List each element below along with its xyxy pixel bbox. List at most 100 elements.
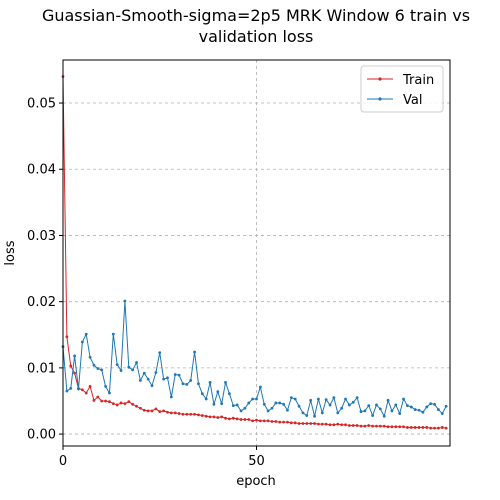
data-point-val <box>359 410 363 413</box>
data-point-train <box>239 418 243 421</box>
data-point-train <box>425 426 429 429</box>
legend-val-label: Val <box>403 93 422 108</box>
data-point-val <box>65 389 69 393</box>
data-point-train <box>197 413 200 417</box>
data-point-train <box>266 419 270 423</box>
data-point-val <box>69 387 73 390</box>
x-tick-label: 50 <box>248 454 265 469</box>
data-point-val <box>347 403 351 407</box>
data-point-val <box>173 373 177 376</box>
data-point-train <box>413 426 417 429</box>
data-point-train <box>96 395 100 399</box>
data-point-train <box>92 398 96 402</box>
data-point-train <box>313 422 316 425</box>
data-point-val <box>142 371 146 375</box>
data-point-val <box>216 390 220 394</box>
data-point-val <box>262 402 266 406</box>
data-point-train <box>355 424 359 427</box>
data-point-train <box>282 420 285 424</box>
data-point-val <box>363 409 367 413</box>
data-point-train <box>359 424 363 428</box>
data-point-train <box>73 371 77 375</box>
data-point-train <box>169 411 173 415</box>
series-val <box>61 299 448 418</box>
data-point-val <box>289 396 293 400</box>
data-point-train <box>127 400 131 404</box>
data-point-train <box>274 420 278 423</box>
data-point-train <box>228 417 231 421</box>
data-point-val <box>355 396 359 400</box>
data-point-val <box>270 406 274 410</box>
data-point-val <box>367 404 371 408</box>
data-point-train <box>224 416 227 420</box>
data-point-val <box>371 414 374 417</box>
data-point-train <box>328 423 332 427</box>
data-point-train <box>406 426 409 429</box>
data-point-train <box>390 425 394 429</box>
legend-val-marker <box>378 97 382 101</box>
data-point-val <box>158 351 162 355</box>
data-point-train <box>394 425 398 429</box>
data-point-train <box>200 414 204 417</box>
data-point-val <box>336 411 340 415</box>
data-point-val <box>154 371 158 374</box>
data-point-val <box>166 376 169 380</box>
data-point-train <box>382 424 386 428</box>
data-point-train <box>131 402 135 406</box>
data-point-train <box>293 421 297 425</box>
data-point-val <box>375 403 378 407</box>
data-point-val <box>123 299 127 303</box>
chart-title: Guassian-Smooth-sigma=2p5 MRK Window 6 t… <box>42 6 470 46</box>
data-point-val <box>255 397 258 401</box>
data-point-val <box>293 397 297 401</box>
chart-title-line-1: Guassian-Smooth-sigma=2p5 MRK Window 6 t… <box>42 6 470 25</box>
data-point-val <box>224 381 227 384</box>
data-point-train <box>235 417 239 421</box>
data-point-val <box>73 354 77 358</box>
data-point-train <box>243 418 247 421</box>
grid-lines <box>62 60 450 446</box>
data-point-val <box>278 401 282 405</box>
data-point-train <box>142 408 146 412</box>
data-point-val <box>433 402 436 406</box>
y-tick-label: 0.01 <box>27 361 56 376</box>
data-point-train <box>417 426 421 429</box>
data-point-val <box>146 377 150 381</box>
data-point-train <box>208 415 212 419</box>
data-point-train <box>324 422 328 426</box>
data-point-val <box>344 397 347 401</box>
data-point-train <box>347 424 351 427</box>
data-point-val <box>297 404 301 408</box>
data-point-val <box>92 363 96 367</box>
data-point-val <box>444 404 448 408</box>
data-point-train <box>162 409 166 413</box>
data-point-val <box>84 332 88 336</box>
y-tick-label: 0.03 <box>27 229 56 244</box>
data-point-val <box>413 408 417 411</box>
series-line-val <box>62 300 447 417</box>
data-point-val <box>185 383 189 386</box>
data-point-val <box>328 403 332 407</box>
data-point-val <box>104 385 107 388</box>
data-point-val <box>100 368 104 372</box>
data-point-val <box>88 355 92 359</box>
data-point-val <box>96 367 100 370</box>
x-axis-label: epoch <box>236 474 276 489</box>
data-point-train <box>367 424 371 427</box>
data-point-train <box>336 422 340 426</box>
data-point-val <box>189 379 193 382</box>
y-tick-label: 0.00 <box>27 428 56 443</box>
data-point-train <box>166 410 169 414</box>
data-point-val <box>320 411 324 415</box>
data-point-train <box>378 424 382 428</box>
data-point-val <box>220 402 224 406</box>
data-point-val <box>131 368 135 372</box>
data-point-train <box>344 423 347 427</box>
data-point-val <box>301 411 305 415</box>
data-point-train <box>286 420 289 424</box>
data-point-train <box>371 424 374 428</box>
data-point-train <box>289 421 293 425</box>
data-point-val <box>212 402 216 406</box>
data-point-train <box>278 420 282 424</box>
data-point-train <box>402 425 405 429</box>
